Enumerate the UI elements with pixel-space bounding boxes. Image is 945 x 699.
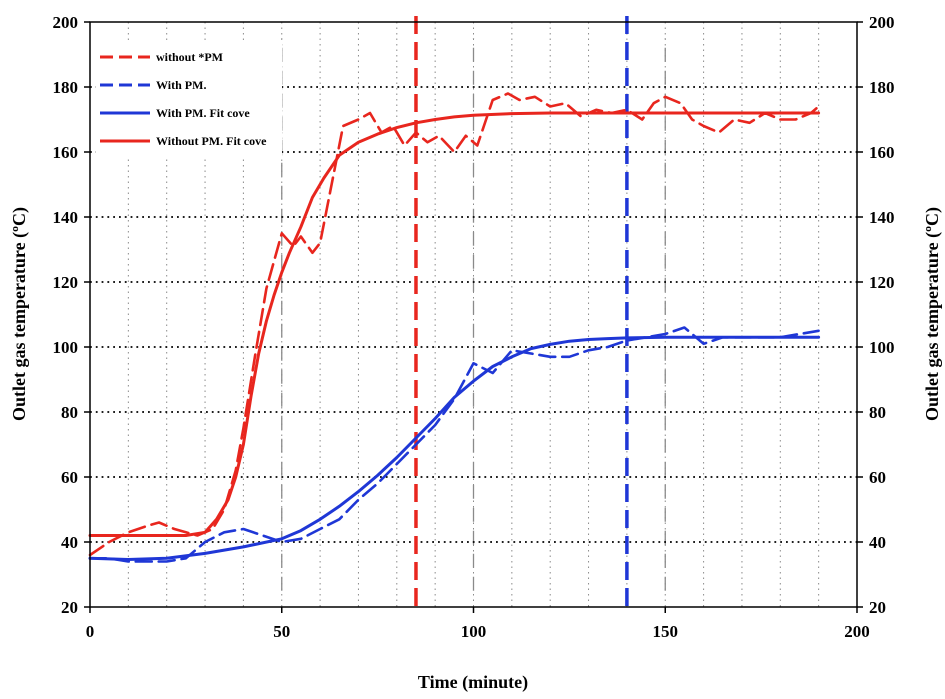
legend-label: With PM. [156, 78, 206, 92]
x-tick-label: 50 [273, 622, 290, 641]
legend-label: without *PM [156, 50, 223, 64]
x-axis-title: Time (minute) [418, 672, 528, 693]
y-tick-label-right: 200 [869, 13, 895, 32]
series-line-1 [88, 326, 820, 563]
y-tick-label-left: 180 [53, 78, 79, 97]
legend: without *PM With PM. With PM. Fit cove With… [96, 40, 282, 158]
y-tick-label-left: 200 [53, 13, 79, 32]
y-tick-label-right: 80 [869, 403, 886, 422]
y-tick-label-left: 100 [53, 338, 79, 357]
y-tick-label-left: 20 [61, 598, 78, 617]
gridlines [90, 22, 857, 607]
x-tick-label: 0 [86, 622, 95, 641]
y-tick-label-right: 60 [869, 468, 886, 487]
legend-label: Without PM. Fit cove [156, 134, 267, 148]
y-tick-label-left: 60 [61, 468, 78, 487]
y-axis-title-right: Outlet gas temperature (ºC) [922, 207, 943, 421]
y-tick-label-left: 80 [61, 403, 78, 422]
axes: 0 50 100 150 200 20 20 40 40 60 60 80 80 100 100 120 120… [53, 13, 895, 641]
series-line-3 [88, 111, 821, 537]
y-tick-label-left: 40 [61, 533, 78, 552]
reference-lines [414, 16, 629, 607]
y-axis-title-left: Outlet gas temperature (ºC) [9, 207, 30, 421]
x-tick-label: 200 [844, 622, 870, 641]
y-tick-label-left: 140 [53, 208, 79, 227]
y-tick-label-right: 160 [869, 143, 895, 162]
y-tick-label-right: 20 [869, 598, 886, 617]
y-tick-label-right: 180 [869, 78, 895, 97]
x-tick-label: 150 [653, 622, 679, 641]
legend-background [96, 40, 282, 158]
y-tick-label-right: 140 [869, 208, 895, 227]
y-tick-label-right: 120 [869, 273, 895, 292]
y-tick-label-right: 40 [869, 533, 886, 552]
y-tick-label-right: 100 [869, 338, 895, 357]
x-tick-label: 100 [461, 622, 487, 641]
y-tick-label-left: 160 [53, 143, 79, 162]
data-series [88, 92, 821, 563]
y-tick-label-left: 120 [53, 273, 79, 292]
series-line-0 [88, 92, 820, 557]
legend-label: With PM. Fit cove [156, 106, 250, 120]
